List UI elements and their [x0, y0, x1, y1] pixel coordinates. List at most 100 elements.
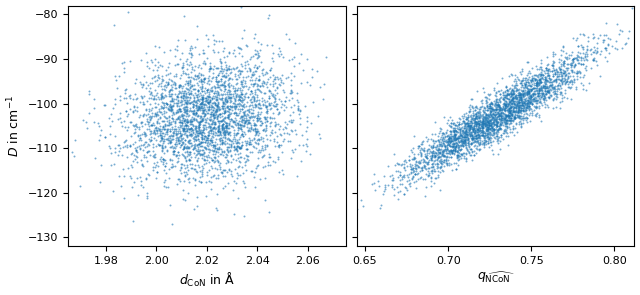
- Point: [450, 123, 460, 127]
- Point: [411, 165, 421, 170]
- Point: [234, 96, 244, 101]
- Point: [254, 130, 264, 135]
- Point: [221, 126, 232, 131]
- Point: [446, 132, 456, 136]
- Point: [176, 94, 186, 99]
- Point: [449, 141, 459, 146]
- Point: [196, 71, 206, 76]
- Point: [216, 38, 227, 43]
- Point: [193, 88, 203, 93]
- Point: [520, 82, 530, 87]
- Point: [194, 124, 204, 129]
- Point: [217, 126, 227, 131]
- Point: [236, 89, 246, 94]
- Point: [150, 126, 161, 131]
- Point: [534, 67, 544, 71]
- Point: [118, 166, 128, 171]
- Point: [523, 97, 533, 102]
- Point: [295, 107, 305, 112]
- Point: [177, 66, 187, 71]
- Point: [223, 131, 233, 136]
- Point: [153, 101, 163, 106]
- Point: [212, 79, 222, 84]
- Point: [173, 115, 183, 120]
- Point: [539, 84, 549, 88]
- Point: [257, 144, 268, 149]
- Point: [467, 113, 477, 118]
- Point: [513, 107, 523, 112]
- Point: [210, 133, 220, 137]
- Point: [251, 52, 261, 56]
- Point: [513, 109, 524, 114]
- Point: [158, 157, 168, 162]
- Point: [460, 141, 470, 146]
- Point: [275, 99, 285, 104]
- Point: [181, 122, 191, 127]
- Point: [531, 77, 541, 81]
- Point: [258, 128, 268, 133]
- Point: [510, 94, 520, 99]
- Point: [435, 160, 445, 164]
- Point: [186, 55, 196, 59]
- Point: [197, 116, 207, 121]
- Point: [453, 146, 463, 150]
- Point: [568, 58, 579, 63]
- Point: [161, 68, 172, 72]
- Point: [490, 99, 500, 103]
- Point: [214, 126, 224, 131]
- Point: [559, 71, 569, 76]
- Point: [161, 185, 171, 190]
- Point: [193, 113, 203, 117]
- Point: [183, 95, 193, 99]
- Point: [127, 97, 138, 101]
- Point: [482, 124, 492, 129]
- Point: [257, 146, 267, 150]
- Point: [68, 154, 79, 158]
- Point: [541, 98, 552, 102]
- Point: [477, 122, 487, 126]
- Point: [198, 150, 209, 155]
- Point: [178, 93, 188, 97]
- Point: [255, 84, 265, 88]
- Point: [228, 110, 239, 115]
- Point: [446, 149, 456, 153]
- Point: [177, 91, 187, 95]
- Point: [500, 133, 511, 138]
- Point: [529, 92, 540, 97]
- Point: [253, 128, 264, 133]
- Point: [265, 116, 275, 121]
- Point: [213, 125, 223, 130]
- Point: [503, 112, 513, 117]
- Point: [186, 126, 196, 130]
- Point: [183, 99, 193, 104]
- Point: [531, 98, 541, 103]
- Point: [168, 103, 178, 108]
- Point: [184, 75, 195, 80]
- Point: [471, 129, 481, 133]
- Point: [481, 116, 492, 121]
- Point: [544, 95, 554, 99]
- Point: [168, 119, 178, 123]
- Point: [545, 80, 555, 85]
- Point: [564, 53, 574, 58]
- Point: [204, 142, 214, 147]
- Point: [189, 76, 199, 81]
- Point: [209, 84, 220, 89]
- Point: [484, 136, 494, 141]
- Point: [477, 141, 487, 146]
- Point: [191, 99, 201, 104]
- Point: [472, 127, 483, 132]
- Point: [182, 108, 192, 113]
- Point: [182, 120, 192, 125]
- Point: [203, 101, 213, 105]
- Point: [493, 103, 503, 108]
- Point: [181, 110, 191, 115]
- Point: [506, 116, 516, 121]
- Point: [131, 140, 141, 145]
- Point: [159, 109, 170, 114]
- Point: [178, 188, 188, 193]
- Point: [444, 123, 454, 127]
- Point: [410, 169, 420, 173]
- Point: [205, 87, 215, 92]
- Point: [564, 71, 574, 76]
